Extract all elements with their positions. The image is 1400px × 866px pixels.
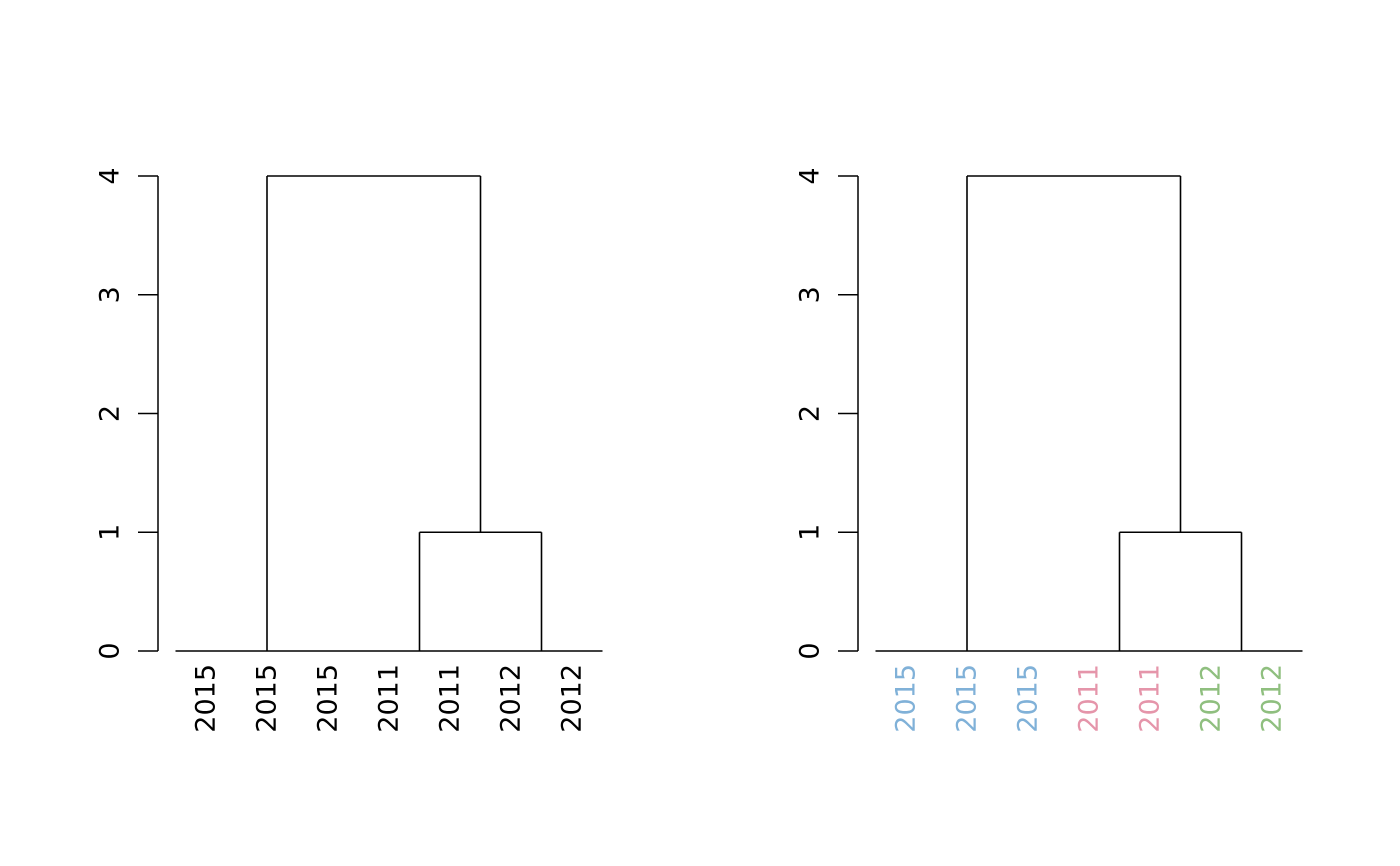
leaf-label: 2012 — [1257, 664, 1288, 733]
y-tick-label: 2 — [795, 405, 826, 422]
dendrogram-panel-right: 0 1 2 3 4 2015 2015 2015 2011 2011 2012 2012 — [795, 167, 1303, 733]
leaf-label: 2012 — [557, 664, 588, 733]
y-tick-label: 4 — [95, 167, 126, 184]
leaf-label: 2011 — [374, 664, 405, 733]
y-tick-label: 3 — [795, 286, 826, 303]
y-tick-label: 3 — [95, 286, 126, 303]
leaf-label: 2015 — [952, 664, 983, 733]
y-tick-label: 0 — [795, 642, 826, 659]
y-tick-label: 1 — [795, 524, 826, 541]
leaf-label: 2015 — [1013, 664, 1044, 733]
y-tick-label: 4 — [795, 167, 826, 184]
dendrogram-panel-left: 0 1 2 3 4 2015 2015 2015 2011 2011 2012 2012 — [95, 167, 603, 733]
y-tick-label: 0 — [95, 642, 126, 659]
leaf-label: 2015 — [313, 664, 344, 733]
leaf-label: 2011 — [1135, 664, 1166, 733]
leaf-label: 2015 — [252, 664, 283, 733]
y-tick-label: 2 — [95, 405, 126, 422]
leaf-label: 2011 — [435, 664, 466, 733]
leaf-label: 2012 — [1196, 664, 1227, 733]
leaf-label: 2015 — [891, 664, 922, 733]
leaf-label: 2015 — [191, 664, 222, 733]
y-tick-label: 1 — [95, 524, 126, 541]
leaf-label: 2012 — [496, 664, 527, 733]
leaf-label: 2011 — [1074, 664, 1105, 733]
